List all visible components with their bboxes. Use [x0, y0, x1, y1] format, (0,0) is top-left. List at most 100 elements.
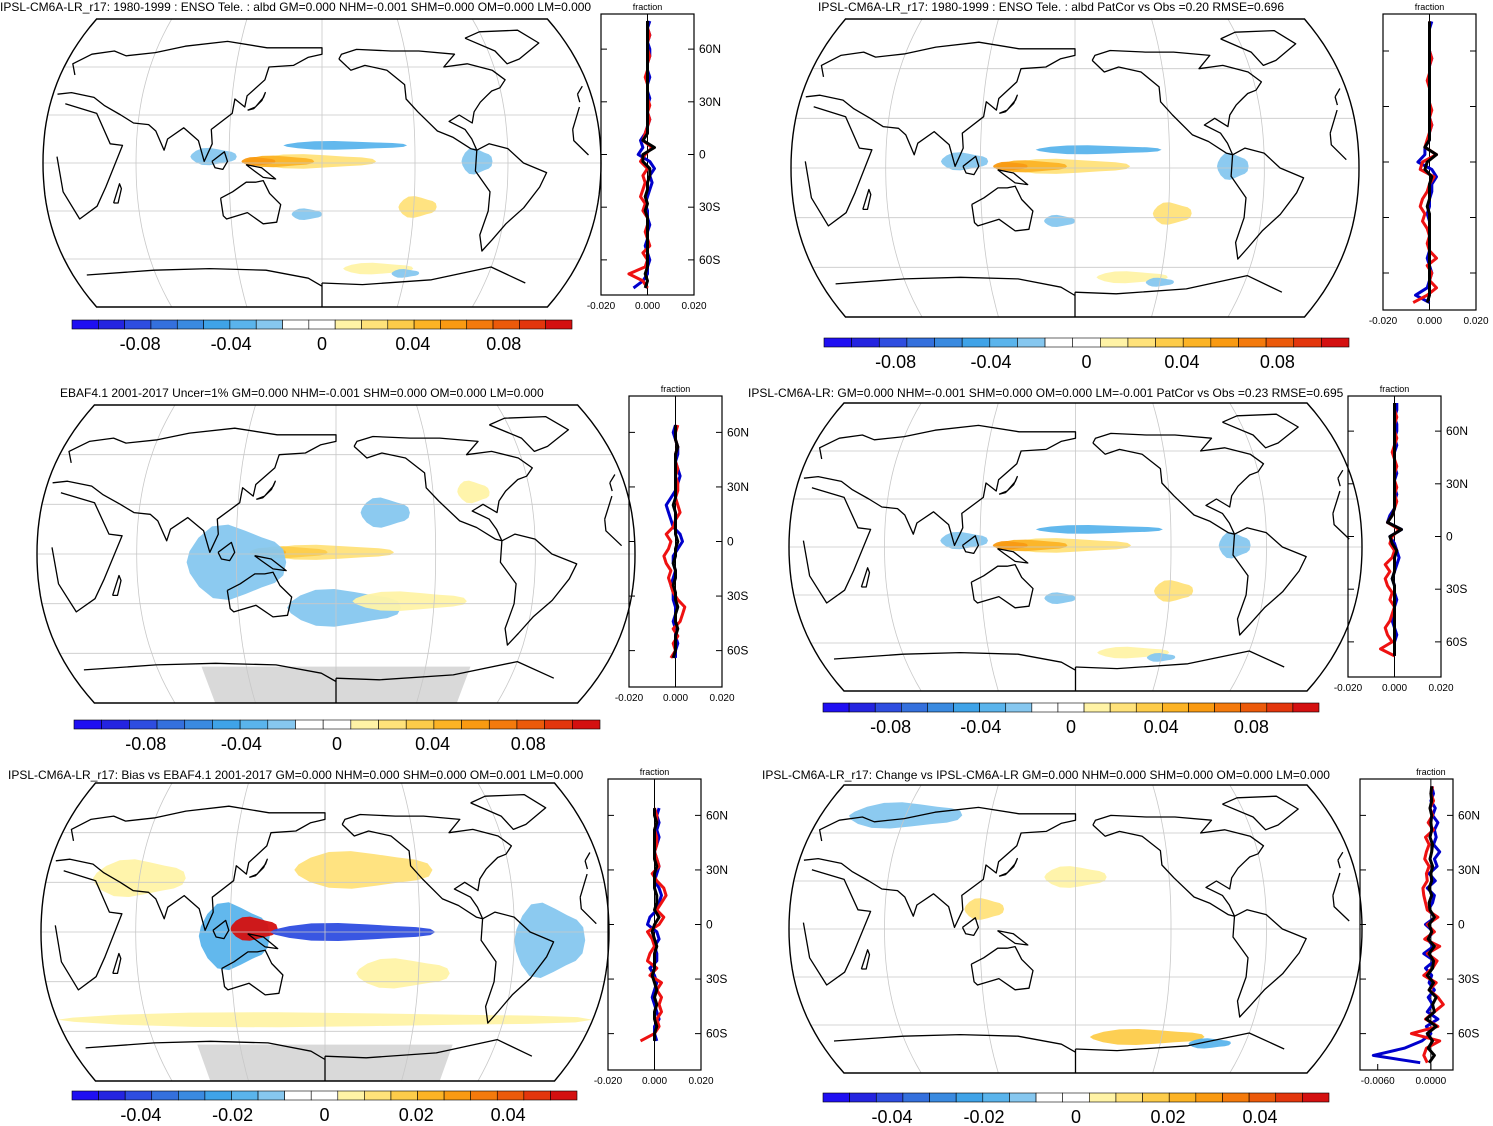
- profile-ytick-label: 30N: [1458, 863, 1480, 877]
- panel-1-profile: fraction -0.020 0.000 0.020 60N 30N 0 30S 60S: [587, 2, 721, 312]
- colorbar-swatch: [848, 702, 876, 713]
- colorbar-swatch: [496, 1090, 525, 1101]
- profile-xtick-label: 0.0000: [1416, 1076, 1447, 1087]
- profile-ytick-label: 60N: [1458, 808, 1480, 822]
- profile-xtick-label: 0.000: [642, 1076, 667, 1087]
- profile-xtick-label: 0.000: [1417, 316, 1442, 327]
- colorbar-swatch: [284, 1090, 312, 1101]
- profile-ytick-label: 30S: [1446, 582, 1467, 596]
- colorbar-tick-label: 0: [317, 334, 327, 354]
- colorbar-swatch: [71, 319, 99, 330]
- colorbar-tick-label: 0: [332, 734, 342, 754]
- profile-ytick-label: 0: [1446, 530, 1453, 544]
- coastline-greenland: [1222, 413, 1299, 449]
- colorbar-swatch: [1265, 337, 1295, 348]
- coastline-greenland: [489, 415, 570, 453]
- profile-ytick-label: 30S: [1458, 972, 1479, 986]
- colorbar-swatch: [519, 319, 546, 330]
- coastline-eurasia: [1334, 96, 1339, 106]
- profile-ytick-label: 0: [1458, 918, 1465, 932]
- colorbar-swatch: [961, 337, 991, 348]
- colorbar-swatch: [934, 337, 963, 348]
- coastline-eurasia: [52, 427, 337, 553]
- coastline-antarctica: [335, 660, 555, 681]
- colorbar-swatch: [1009, 1092, 1037, 1103]
- colorbar-swatch: [361, 319, 389, 330]
- panel-1-map: [42, 18, 602, 308]
- coastline-madagascar: [860, 567, 871, 588]
- south-east-pacific: [1154, 580, 1194, 602]
- profile-xtick-label: -0.020: [1369, 316, 1398, 327]
- colorbar-swatch: [1292, 702, 1320, 713]
- coastline-africa: [579, 897, 597, 925]
- colorbar-swatch: [982, 1092, 1010, 1103]
- colorbar-swatch: [1017, 337, 1046, 348]
- colorbar-swatch: [1035, 1092, 1063, 1103]
- anomaly-region: [1188, 1038, 1231, 1049]
- colorbar-swatch: [1109, 702, 1137, 713]
- anomaly-region: [294, 851, 433, 889]
- anomaly-region: [461, 148, 493, 175]
- panel-2-colorbar: -0.08 -0.04 0 0.04 0.08: [823, 337, 1350, 372]
- profile-xtick-label: -0.0060: [1361, 1076, 1395, 1087]
- profile-series-model: [1379, 403, 1401, 658]
- coastline-africa: [604, 519, 623, 547]
- coastline-africa: [54, 870, 123, 991]
- coastline-japan: [998, 857, 1018, 877]
- colorbar-swatch: [878, 337, 908, 348]
- coastline-australia: [219, 179, 282, 225]
- colorbar-swatch: [1195, 1092, 1223, 1103]
- colorbar-swatch: [822, 1092, 850, 1103]
- panel-2-map: [790, 18, 1360, 318]
- colorbar-swatch: [1210, 337, 1239, 348]
- coastline-eurasia: [1337, 860, 1341, 869]
- colorbar-swatch: [212, 719, 241, 730]
- coastline-north-america: [1091, 49, 1263, 156]
- panel-3-title: EBAF4.1 2001-2017 Uncer=1% GM=0.000 NHM=…: [60, 386, 544, 400]
- colorbar-tick-label: -0.04: [221, 734, 262, 754]
- coastline-borneo: [961, 535, 980, 555]
- coastline-antarctica: [833, 651, 1077, 691]
- coastline-africa: [1332, 490, 1341, 514]
- profile-ytick-label: 0: [706, 918, 713, 932]
- colorbar-swatch: [257, 1090, 285, 1101]
- colorbar-tick-label: 0.08: [1234, 717, 1269, 737]
- profile-xtick-label: 0.000: [1382, 683, 1407, 694]
- colorbar-swatch: [523, 1090, 551, 1101]
- coastline-australia: [970, 563, 1034, 609]
- profile-xlabel: fraction: [1416, 767, 1446, 777]
- colorbar-swatch: [488, 719, 518, 730]
- coastline-madagascar: [112, 952, 122, 975]
- colorbar-swatch: [1293, 337, 1322, 348]
- coastline-australia: [221, 949, 284, 996]
- coastlines: [804, 29, 1347, 317]
- colorbar-swatch: [405, 719, 435, 730]
- coastline-africa: [1332, 872, 1341, 896]
- colorbar-swatch: [98, 319, 125, 330]
- profile-ytick-label: 60S: [727, 644, 748, 658]
- coastline-africa: [1329, 133, 1347, 161]
- coastline-madagascar: [111, 574, 122, 597]
- coastline-new-guinea: [247, 933, 279, 950]
- colorbar-swatch: [1302, 1092, 1330, 1103]
- coastline-eurasia: [1337, 478, 1341, 487]
- anomaly-region: [964, 898, 1005, 920]
- colorbar-swatch: [851, 337, 880, 348]
- colorbar-swatch: [927, 702, 954, 713]
- colorbar-swatch: [129, 719, 158, 730]
- graticule: [41, 783, 609, 1081]
- profile-xlabel: fraction: [1415, 2, 1445, 12]
- profile-ytick-label: 30S: [699, 200, 720, 214]
- coastline-greenland: [464, 29, 540, 65]
- graticule: [37, 405, 635, 703]
- colorbar-swatch: [1188, 702, 1215, 713]
- colorbar-swatch: [1321, 337, 1350, 348]
- coastline-south-america: [1232, 527, 1307, 636]
- coastline-eurasia: [803, 424, 1077, 547]
- colorbar-swatch: [204, 1090, 232, 1101]
- colorbar-swatch: [470, 1090, 498, 1101]
- colorbar-swatch: [461, 719, 490, 730]
- colorbar-tick-label: 0.02: [1150, 1107, 1185, 1126]
- coastlines: [51, 415, 623, 703]
- colorbar-tick-label: 0: [1081, 352, 1091, 372]
